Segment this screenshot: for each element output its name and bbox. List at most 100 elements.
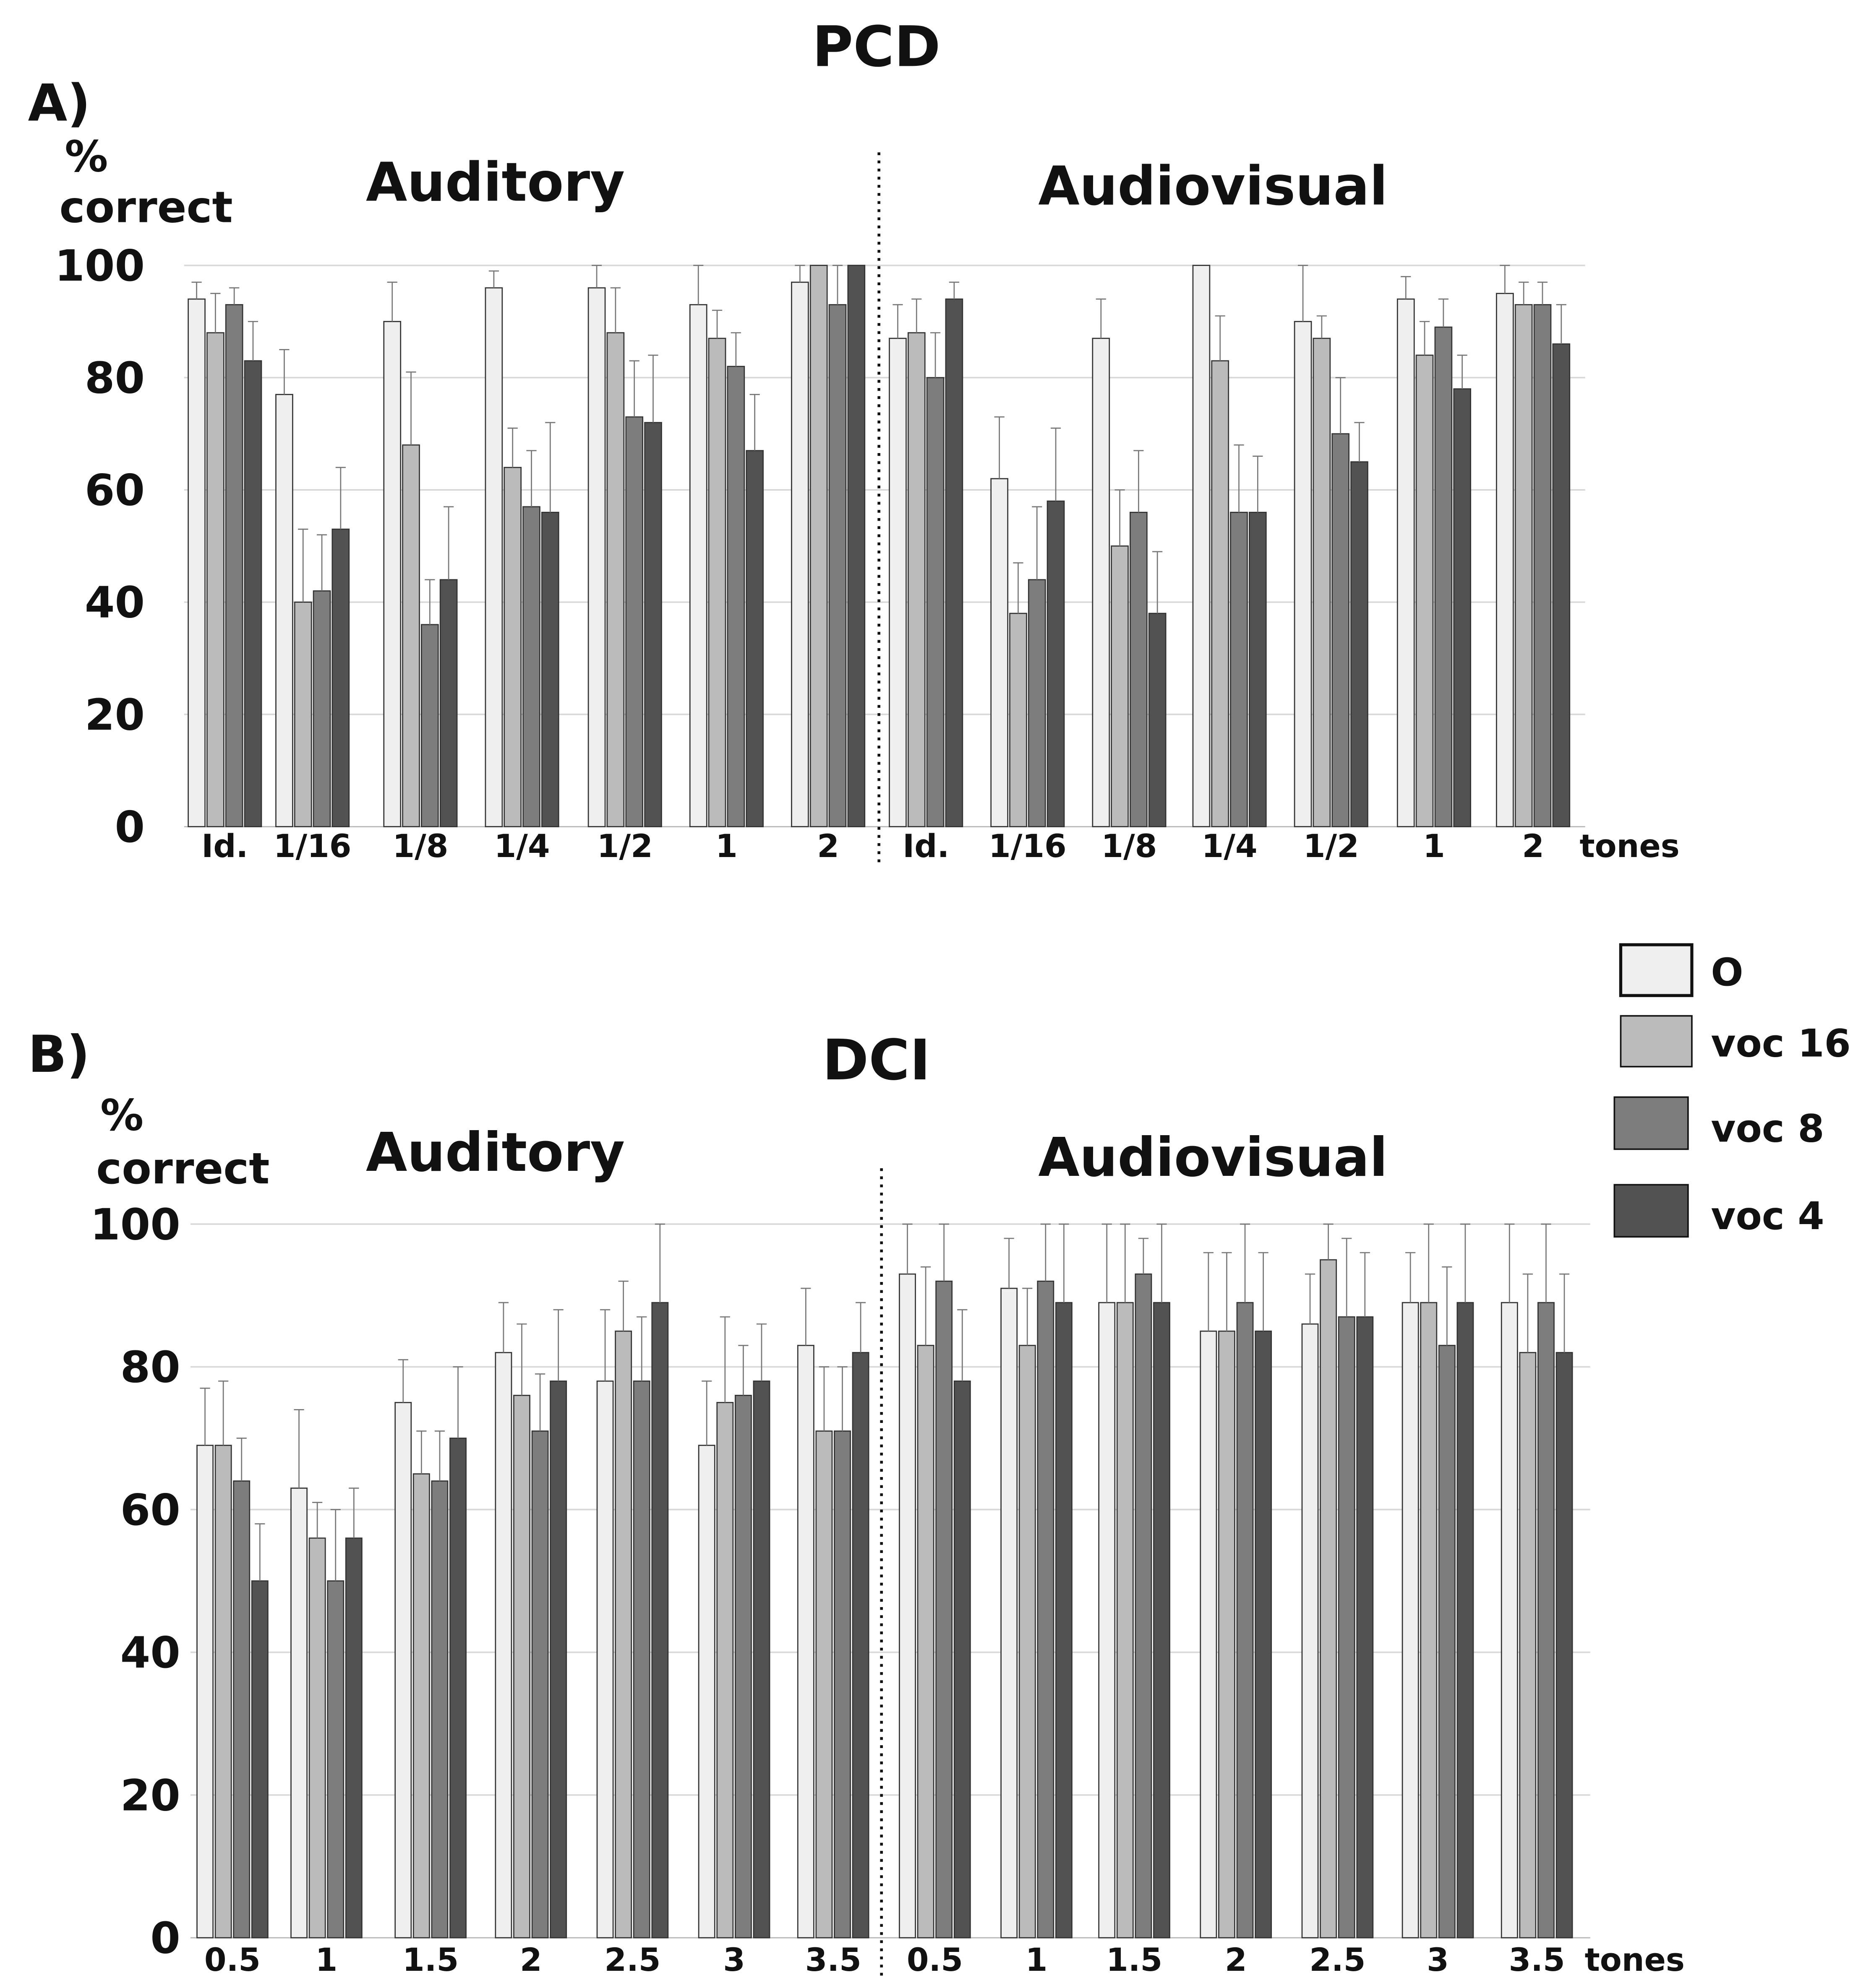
bar: [327, 1580, 344, 1938]
legend-label: voc 4: [1711, 1194, 1824, 1238]
y-tick-label: 60: [120, 1485, 180, 1535]
bar: [708, 338, 726, 827]
bar: [1255, 1330, 1272, 1938]
y-tick-label: 100: [90, 1199, 180, 1250]
bar: [1533, 304, 1552, 827]
bar: [1055, 1302, 1073, 1938]
y-tick-label: 0: [150, 1913, 180, 1964]
bar: [716, 1402, 734, 1938]
bar: [596, 1380, 614, 1938]
bar: [797, 1344, 814, 1938]
y-tick-label: 20: [120, 1770, 180, 1821]
x-tick-label: 2: [817, 828, 839, 865]
bar: [990, 478, 1008, 827]
bar: [394, 1402, 412, 1938]
bar: [449, 1438, 467, 1938]
bar: [1098, 1302, 1116, 1938]
y-tick-label: 60: [85, 465, 145, 516]
x-tick-label: 3.5: [1509, 1941, 1565, 1978]
chart-title: PCD: [812, 14, 941, 79]
bar: [1000, 1287, 1018, 1938]
x-tick-label: 3: [1427, 1941, 1449, 1978]
bar: [531, 1430, 549, 1938]
bar: [383, 321, 402, 827]
bar: [828, 304, 847, 827]
y-tick-label: 0: [115, 802, 145, 852]
chart-title: DCI: [822, 1028, 931, 1093]
bar: [1200, 1330, 1217, 1938]
x-unit-label: tones: [1579, 828, 1679, 865]
bar: [522, 506, 540, 827]
bar: [1338, 1316, 1355, 1938]
bar: [188, 298, 206, 827]
y-tick-label: 40: [120, 1628, 180, 1678]
bar: [431, 1480, 449, 1938]
bar: [1415, 354, 1434, 827]
bar: [1111, 545, 1129, 827]
bar: [889, 338, 907, 827]
x-tick-label: 1/8: [392, 828, 448, 865]
x-tick-label: 3: [723, 1941, 745, 1978]
bar: [753, 1380, 770, 1938]
bar: [734, 1394, 752, 1938]
bar: [214, 1445, 232, 1938]
x-tick-label: 2: [1522, 828, 1544, 865]
bar: [1301, 1323, 1319, 1938]
bar: [1018, 1344, 1036, 1938]
bar: [953, 1380, 971, 1938]
bar: [1401, 1302, 1419, 1938]
legend-label: voc 16: [1711, 1021, 1850, 1066]
bar: [225, 304, 243, 827]
bar: [907, 332, 926, 827]
x-tick-label: 1: [316, 1941, 338, 1978]
bar: [244, 360, 262, 827]
bar: [1116, 1302, 1134, 1938]
bar: [1236, 1302, 1254, 1938]
panel-label: A): [28, 74, 91, 133]
bar: [899, 1273, 916, 1938]
bar: [1028, 579, 1046, 827]
bar: [727, 366, 745, 827]
bar: [495, 1352, 512, 1938]
bar: [206, 332, 224, 827]
x-tick-label: 1/4: [494, 828, 550, 865]
bar: [294, 602, 312, 827]
y-tick-label: 80: [120, 1342, 180, 1393]
group-title: Auditory: [366, 1121, 625, 1183]
legend-label: voc 8: [1711, 1107, 1824, 1151]
bar: [541, 511, 559, 827]
bar: [504, 466, 522, 827]
bar: [606, 332, 625, 827]
bar: [1192, 265, 1211, 827]
x-tick-label: 3.5: [805, 1941, 861, 1978]
x-tick-label: 2: [1225, 1941, 1247, 1978]
bar: [1148, 612, 1167, 827]
bar: [1047, 500, 1065, 827]
x-tick-label: 1/4: [1202, 828, 1258, 865]
bar: [945, 298, 963, 827]
bar: [1453, 388, 1472, 827]
x-tick-label: 1.5: [1106, 1941, 1162, 1978]
x-tick-label: 2.5: [1309, 1941, 1365, 1978]
bar: [331, 529, 350, 827]
bar: [1248, 511, 1267, 827]
bar: [275, 394, 293, 827]
bar: [1037, 1280, 1054, 1938]
bar: [196, 1445, 214, 1938]
bar: [1420, 1302, 1438, 1938]
x-tick-label: 2.5: [604, 1941, 660, 1978]
bar: [1496, 293, 1514, 827]
bar: [1514, 304, 1533, 827]
panel-b: DCI B)%correct 0 20 40 60 80 100 Auditory 0.5 1 1.5…: [28, 1025, 1685, 1981]
y-tick-label: 100: [55, 241, 145, 291]
x-tick-label: 0.5: [907, 1941, 963, 1978]
y-tick-label: 40: [85, 578, 145, 628]
bar: [1153, 1302, 1170, 1938]
bar: [550, 1380, 567, 1938]
x-tick-label: 1/2: [1303, 828, 1359, 865]
bar: [1009, 612, 1027, 827]
bar: [809, 265, 828, 827]
x-tick-label: 1/16: [989, 828, 1067, 865]
bar: [644, 422, 662, 827]
bar: [1218, 1330, 1235, 1938]
